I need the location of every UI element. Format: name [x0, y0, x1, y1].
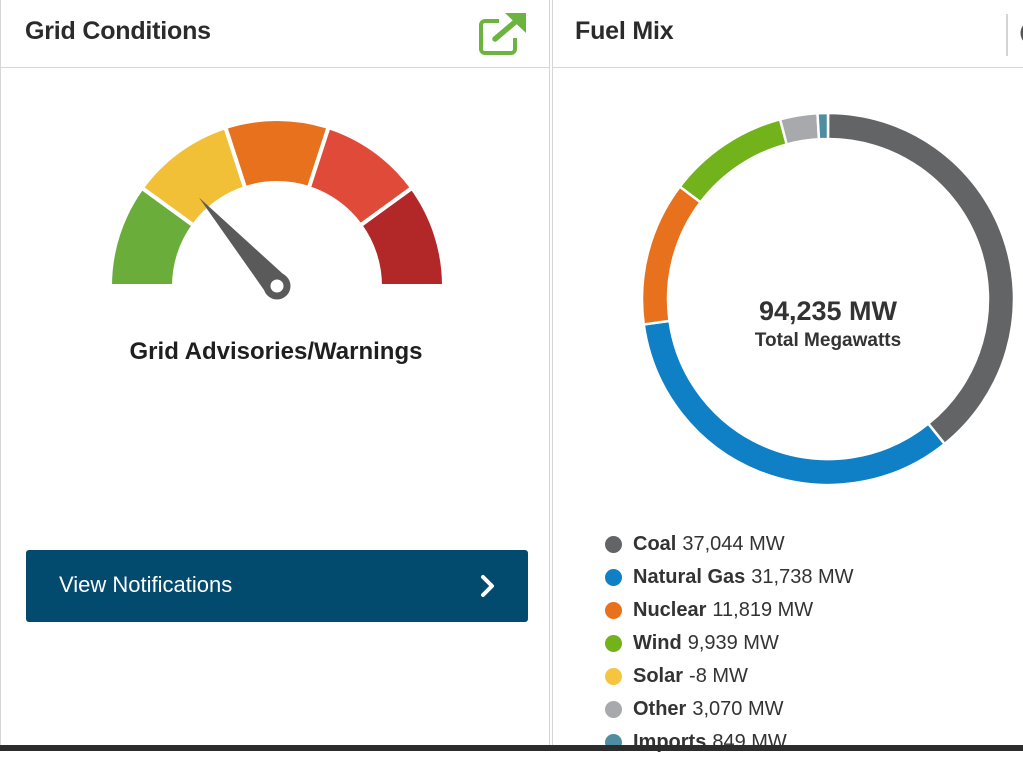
- donut-slice-other[interactable]: [778, 111, 821, 146]
- total-megawatts-label: Total Megawatts: [754, 330, 902, 351]
- info-icon[interactable]: [1018, 18, 1023, 48]
- grid-status-gauge: [107, 117, 447, 300]
- legend-dot: [605, 701, 622, 718]
- legend-name: Nuclear: [633, 599, 707, 621]
- legend-value: 9,939 MW: [687, 632, 779, 654]
- legend-item-wind[interactable]: Wind 9,939 MW: [605, 627, 854, 660]
- legend-name: Other: [633, 698, 687, 720]
- view-notifications-label: View Notifications: [59, 572, 233, 597]
- legend-dot: [605, 635, 622, 652]
- legend-name: Solar: [633, 665, 684, 687]
- donut-slice-wind[interactable]: [678, 117, 789, 205]
- total-megawatts-value: 94,235 MW: [758, 296, 898, 326]
- external-link-icon[interactable]: [477, 11, 529, 57]
- legend-value: -8 MW: [689, 665, 748, 687]
- legend-value: 11,819 MW: [712, 599, 814, 621]
- grid-conditions-title: Grid Conditions: [25, 17, 211, 45]
- legend-item-imports[interactable]: Imports 849 MW: [605, 726, 854, 759]
- header-divider: [1006, 14, 1008, 56]
- legend-dot: [605, 668, 622, 685]
- gauge-segment: [357, 185, 447, 288]
- legend-value: 31,738 MW: [751, 566, 854, 588]
- legend-value: 37,044 MW: [682, 533, 785, 555]
- gauge-hub: [263, 272, 291, 300]
- gauge-label: Grid Advisories/Warnings: [129, 338, 423, 365]
- view-notifications-button[interactable]: View Notifications: [26, 550, 528, 622]
- bottom-edge-strip: [0, 745, 1023, 751]
- legend-name: Natural Gas: [633, 566, 746, 588]
- legend-name: Wind: [633, 632, 682, 654]
- legend-dot: [605, 569, 622, 586]
- legend-name: Coal: [633, 533, 677, 555]
- legend-dot: [605, 536, 622, 553]
- legend-value: 3,070 MW: [692, 698, 784, 720]
- donut-slice-imports[interactable]: [816, 111, 830, 141]
- fuel-mix-panel: Fuel Mix 94,235 MW Total Megawatts Coal 3…: [552, 0, 1023, 753]
- legend-item-other[interactable]: Other 3,070 MW: [605, 693, 854, 726]
- chevron-right-icon: [480, 574, 496, 598]
- donut-slice-coal[interactable]: [826, 111, 1016, 446]
- fuel-mix-donut-chart: [640, 111, 1016, 487]
- legend-item-solar[interactable]: Solar -8 MW: [605, 660, 854, 693]
- gauge-needle: [198, 197, 287, 295]
- grid-conditions-header: Grid Conditions: [1, 0, 549, 68]
- grid-conditions-panel: Grid Conditions Grid Advisories/Warnings…: [0, 0, 550, 745]
- legend-dot: [605, 602, 622, 619]
- legend-item-nuclear[interactable]: Nuclear 11,819 MW: [605, 594, 854, 627]
- legend-item-coal[interactable]: Coal 37,044 MW: [605, 528, 854, 561]
- legend-item-natural-gas[interactable]: Natural Gas 31,738 MW: [605, 561, 854, 594]
- fuel-mix-title: Fuel Mix: [575, 17, 674, 45]
- fuel-mix-header: Fuel Mix: [553, 0, 1023, 68]
- fuel-mix-legend: Coal 37,044 MW Natural Gas 31,738 MW Nuclear…: [605, 528, 854, 759]
